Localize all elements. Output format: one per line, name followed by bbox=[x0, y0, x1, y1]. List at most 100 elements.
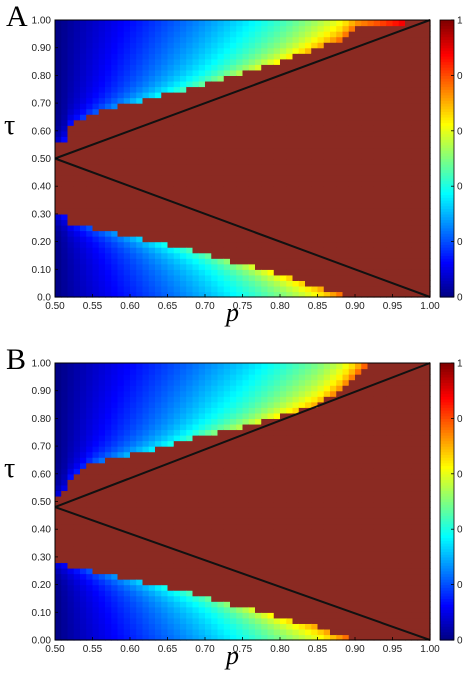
colorbar-segment bbox=[440, 188, 454, 193]
heat-cell bbox=[298, 224, 306, 232]
heat-cell bbox=[130, 390, 137, 397]
heat-cell bbox=[198, 114, 206, 121]
heat-cell bbox=[73, 523, 81, 530]
heat-cell bbox=[261, 97, 269, 104]
heat-cell bbox=[355, 169, 362, 176]
heat-cell bbox=[386, 136, 394, 143]
heat-cell bbox=[355, 80, 362, 88]
heat-cell bbox=[242, 164, 250, 171]
heat-cell bbox=[205, 136, 212, 143]
heat-cell bbox=[117, 53, 125, 60]
heat-cell bbox=[123, 136, 131, 143]
heat-cell bbox=[398, 42, 406, 49]
heat-cell bbox=[242, 545, 250, 552]
heat-cell bbox=[292, 280, 300, 287]
colorbar-segment bbox=[440, 31, 454, 35]
heat-cell bbox=[261, 567, 269, 575]
heat-cell bbox=[142, 125, 150, 132]
heat-cell bbox=[55, 274, 62, 281]
heat-cell bbox=[161, 164, 169, 171]
heat-cell bbox=[230, 512, 237, 519]
heat-cell bbox=[161, 540, 169, 547]
heat-cell bbox=[211, 407, 219, 414]
heat-cell bbox=[80, 473, 87, 480]
heat-cell bbox=[92, 562, 100, 569]
heat-cell bbox=[298, 230, 306, 237]
heat-cell bbox=[392, 158, 400, 165]
heat-cell bbox=[148, 80, 156, 88]
heat-cell bbox=[417, 180, 425, 187]
heat-cell bbox=[198, 47, 206, 54]
heat-cell bbox=[317, 119, 325, 126]
heat-cell bbox=[136, 479, 144, 486]
heat-cell bbox=[255, 573, 262, 580]
heat-cell bbox=[86, 136, 94, 143]
heat-cell bbox=[211, 418, 219, 425]
heat-cell bbox=[80, 590, 87, 597]
heat-cell bbox=[92, 103, 100, 110]
heat-cell bbox=[67, 512, 75, 519]
heat-cell bbox=[361, 186, 369, 193]
heat-cell bbox=[405, 175, 412, 182]
heat-cell bbox=[392, 252, 400, 259]
heat-cell bbox=[355, 280, 362, 287]
heat-cell bbox=[380, 20, 387, 27]
heat-cell bbox=[317, 147, 325, 154]
heat-cell bbox=[292, 31, 300, 38]
heat-cell bbox=[211, 130, 219, 137]
heat-cell bbox=[280, 562, 287, 569]
heat-cell bbox=[273, 495, 281, 503]
heat-cell bbox=[230, 285, 237, 293]
heat-cell bbox=[323, 64, 331, 71]
heat-cell bbox=[392, 186, 400, 193]
heat-cell bbox=[217, 606, 225, 613]
heat-cell bbox=[105, 501, 112, 508]
heat-cell bbox=[136, 518, 144, 525]
heat-cell bbox=[161, 412, 169, 419]
heat-cell bbox=[292, 236, 300, 243]
heat-cell bbox=[148, 567, 156, 575]
heat-cell bbox=[248, 252, 256, 259]
heat-cell bbox=[323, 75, 331, 82]
heat-cell bbox=[298, 86, 306, 93]
heat-cell bbox=[261, 80, 269, 88]
heat-cell bbox=[248, 584, 256, 591]
heat-cell bbox=[148, 180, 156, 187]
heat-cell bbox=[205, 523, 212, 530]
heat-cell bbox=[236, 545, 244, 552]
heat-cell bbox=[148, 473, 156, 480]
heat-cell bbox=[405, 186, 412, 193]
colorbar-segment bbox=[440, 238, 454, 243]
heat-cell bbox=[280, 634, 287, 641]
heat-cell bbox=[173, 468, 181, 475]
heat-cell bbox=[392, 80, 400, 88]
heat-cell bbox=[205, 529, 212, 536]
heat-cell bbox=[61, 401, 69, 408]
heat-cell bbox=[142, 595, 150, 602]
heat-cell bbox=[267, 291, 275, 298]
heat-cell bbox=[280, 263, 287, 270]
heat-cell bbox=[148, 523, 156, 530]
heat-cell bbox=[205, 479, 212, 486]
heat-cell bbox=[161, 280, 169, 287]
heat-cell bbox=[317, 58, 325, 65]
heat-cell bbox=[273, 175, 281, 182]
heat-cell bbox=[198, 197, 206, 204]
heat-cell bbox=[173, 412, 181, 419]
heat-cell bbox=[192, 31, 200, 38]
heat-cell bbox=[111, 86, 119, 93]
heat-cell bbox=[373, 130, 381, 137]
heat-cell bbox=[73, 158, 81, 165]
heat-cell bbox=[348, 164, 356, 171]
heat-cell bbox=[423, 180, 431, 187]
heat-cell bbox=[373, 247, 381, 254]
heat-cell bbox=[148, 75, 156, 82]
heat-cell bbox=[167, 69, 175, 76]
heat-cell bbox=[236, 53, 244, 60]
heat-cell bbox=[286, 114, 294, 121]
y-tick-label: 0.0 bbox=[37, 293, 51, 304]
heat-cell bbox=[61, 36, 69, 43]
heat-cell bbox=[273, 385, 281, 392]
heat-cell bbox=[336, 208, 344, 215]
heat-cell bbox=[392, 269, 400, 276]
